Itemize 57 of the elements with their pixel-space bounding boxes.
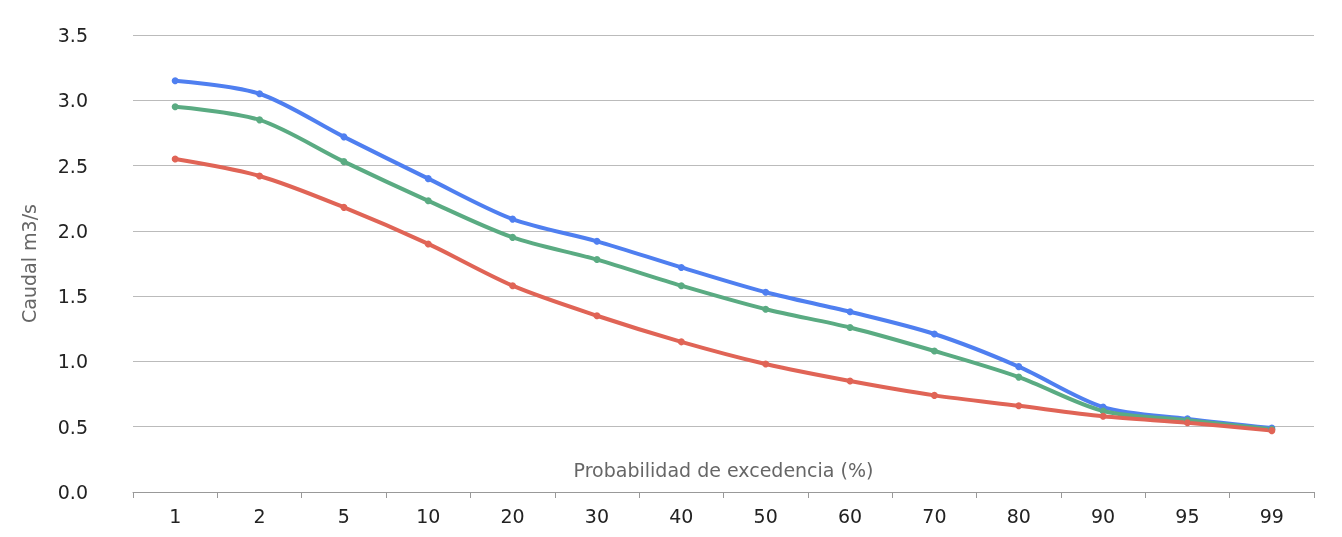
point (677, 263, 685, 271)
point (1099, 412, 1107, 420)
point (171, 155, 179, 163)
y-tick-label: 3.5 (57, 24, 88, 46)
point (930, 347, 938, 355)
x-tick-label: 1 (169, 504, 182, 527)
point (424, 197, 432, 205)
point (762, 288, 770, 296)
x-tick-label: 80 (1006, 504, 1031, 527)
point (340, 203, 348, 211)
point (424, 175, 432, 183)
x-tick-label: 5 (337, 504, 350, 527)
point (171, 103, 179, 111)
point (593, 256, 601, 264)
point (762, 305, 770, 313)
point (509, 282, 517, 290)
point (509, 215, 517, 223)
point (593, 312, 601, 320)
point (846, 323, 854, 331)
y-tick-label: 1.5 (57, 285, 88, 308)
point (593, 237, 601, 245)
point (677, 338, 685, 346)
x-tick-label: 50 (753, 504, 778, 527)
x-tick-label: 2 (253, 504, 266, 527)
point (256, 116, 264, 124)
y-axis-title: Caudal m3/s (17, 204, 40, 323)
x-tick-label: 95 (1175, 504, 1200, 527)
x-axis-title: Probabilidad de excedencia (%) (573, 458, 874, 481)
point (1015, 402, 1023, 410)
point (846, 308, 854, 316)
y-tick-label: 0.5 (57, 415, 88, 438)
point (930, 330, 938, 338)
y-tick-label: 1.0 (57, 350, 88, 373)
point (1015, 373, 1023, 381)
point (340, 158, 348, 166)
x-tick-label: 70 (922, 504, 947, 527)
point (762, 360, 770, 368)
y-tick-label: 0.0 (57, 481, 88, 503)
x-tick-label: 20 (500, 504, 525, 527)
y-tick-label: 2.5 (57, 154, 88, 177)
x-tick-label: 60 (837, 504, 863, 527)
point (930, 391, 938, 399)
y-tick-label: 2.0 (57, 219, 88, 242)
x-tick-label: 40 (669, 504, 694, 527)
point (340, 133, 348, 141)
point (1015, 363, 1023, 371)
x-tick-label: 30 (584, 504, 610, 527)
point (677, 282, 685, 290)
point (256, 90, 264, 98)
x-tick-label: 99 (1259, 504, 1284, 527)
x-tick-label: 10 (416, 504, 441, 527)
point (256, 172, 264, 180)
x-tick-label: 90 (1091, 504, 1116, 527)
y-tick-label: 3.0 (57, 89, 88, 112)
point (509, 233, 517, 241)
point (171, 77, 179, 85)
point (424, 240, 432, 248)
